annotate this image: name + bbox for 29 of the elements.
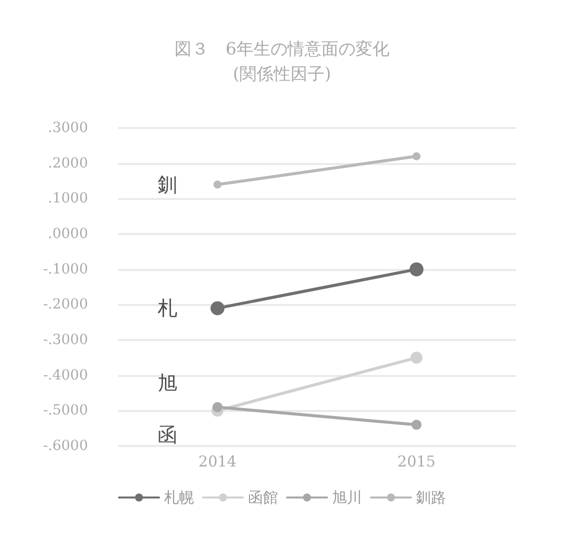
point	[412, 420, 422, 430]
legend-label: 釧路	[416, 488, 446, 506]
point	[410, 352, 422, 364]
point	[412, 152, 420, 160]
y-tick-label: .0000	[48, 226, 88, 242]
y-tick-label: -.4000	[43, 367, 88, 384]
y-tick-label: -.2000	[43, 296, 88, 313]
legend-label: 旭川	[332, 488, 362, 506]
y-tick-label: .1000	[48, 190, 88, 207]
point	[410, 262, 424, 276]
x-tick-label: 2014	[198, 452, 237, 470]
chart-subtitle: (関係性因子)	[232, 64, 332, 84]
y-tick-label: .2000	[48, 155, 88, 172]
annotation: 旭	[158, 371, 178, 396]
annotation: 札	[158, 296, 178, 320]
annotation: 函	[158, 422, 178, 447]
y-tick-label: -.5000	[43, 402, 88, 419]
y-tick-label: .3000	[48, 120, 88, 136]
annotation: 釧	[158, 172, 178, 197]
point	[212, 402, 222, 412]
y-tick-label: -.3000	[43, 332, 88, 348]
legend-label: 函館	[248, 488, 278, 506]
point	[214, 180, 222, 189]
chart-title: 図３ 6年生の情意面の変化	[174, 40, 390, 60]
legend-label: 札幌	[164, 488, 194, 506]
point	[210, 301, 224, 316]
x-tick-label: 2015	[397, 452, 436, 470]
y-tick-label: -.6000	[43, 438, 88, 454]
y-tick-label: -.1000	[43, 261, 88, 278]
